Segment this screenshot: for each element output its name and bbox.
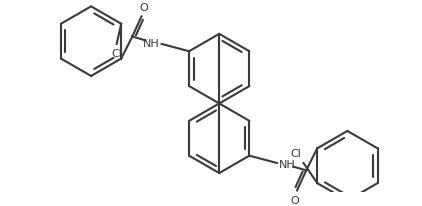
Text: Cl: Cl [111, 49, 122, 59]
Text: NH: NH [143, 39, 160, 49]
Text: Cl: Cl [291, 149, 302, 159]
Text: O: O [139, 3, 148, 13]
Text: O: O [291, 195, 300, 205]
Text: NH: NH [279, 159, 295, 169]
